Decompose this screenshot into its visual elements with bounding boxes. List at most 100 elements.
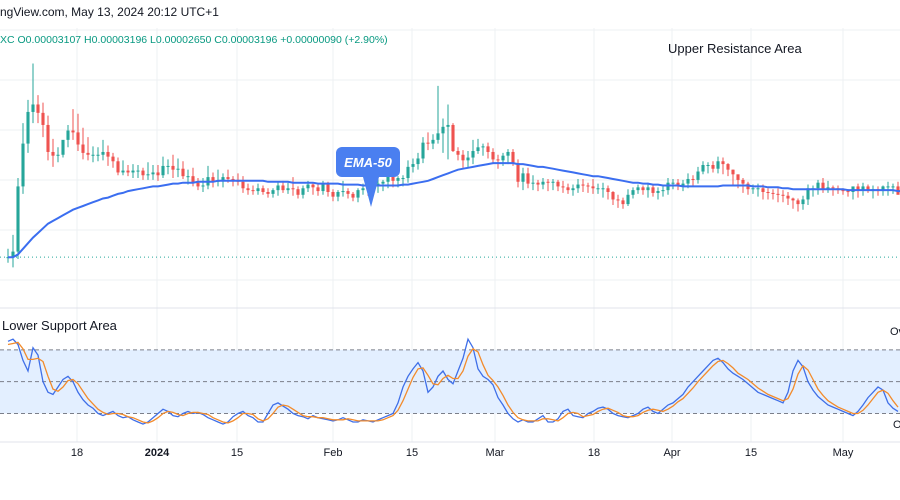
candle-body <box>401 178 405 180</box>
candle-body <box>11 251 15 258</box>
x-tick-label: 18 <box>587 447 601 459</box>
candle-body <box>561 186 565 188</box>
candle-body <box>816 182 820 189</box>
candle-body <box>436 133 440 140</box>
candle-body <box>291 188 295 190</box>
candle-body <box>511 151 515 164</box>
candle-body <box>351 193 355 198</box>
candle-body <box>391 176 395 181</box>
candle-body <box>736 174 740 180</box>
candle-body <box>416 158 420 165</box>
x-tick-label: 15 <box>405 447 419 459</box>
candle-body <box>431 139 435 144</box>
candle-body <box>726 164 730 170</box>
candle-body <box>571 188 575 191</box>
candle-body <box>456 151 460 155</box>
candle-body <box>831 187 835 189</box>
candle-body <box>531 182 535 184</box>
candle-body <box>701 165 705 172</box>
candle-body <box>346 191 350 194</box>
candle-body <box>771 192 775 194</box>
candle-body <box>121 170 125 173</box>
candle-body <box>331 192 335 197</box>
stoch-k-line <box>7 337 899 425</box>
candle-body <box>26 111 30 144</box>
candle-body <box>421 142 425 159</box>
candle-body <box>801 199 805 205</box>
candle-body <box>526 173 530 184</box>
candle-body <box>756 188 760 190</box>
candle-body <box>721 161 725 165</box>
candle-body <box>171 165 175 170</box>
candle-body <box>796 200 800 205</box>
candle-body <box>316 187 320 192</box>
candle-body <box>211 177 215 182</box>
candle-body <box>521 173 525 182</box>
stoch-d-line <box>7 341 899 424</box>
x-tick-label: 15 <box>744 447 758 459</box>
candle-body <box>766 192 770 193</box>
osc-lower-level-label: O <box>893 419 900 431</box>
chart-source-header: ngView.com, May 13, 2024 20:12 UTC+1 <box>0 5 219 19</box>
candle-body <box>841 190 845 192</box>
candle-body <box>76 132 80 145</box>
candle-body <box>271 190 275 194</box>
candle-body <box>411 164 415 167</box>
candle-body <box>671 182 675 184</box>
candle-body <box>596 188 600 190</box>
candle-body <box>566 187 570 191</box>
candle-body <box>866 186 870 192</box>
candle-body <box>716 161 720 169</box>
candle-body <box>791 198 795 201</box>
candle-body <box>6 257 10 259</box>
candle-body <box>481 146 485 148</box>
candle-body <box>406 166 410 179</box>
candle-body <box>111 156 115 162</box>
candle-body <box>881 186 885 192</box>
candle-body <box>461 154 465 161</box>
candle-body <box>176 168 180 170</box>
candle-body <box>591 186 595 189</box>
candle-body <box>616 199 620 201</box>
candle-body <box>156 172 160 176</box>
candle-body <box>161 165 165 176</box>
candle-body <box>181 168 185 177</box>
candle-body <box>586 185 590 187</box>
candle-body <box>676 182 680 186</box>
candle-body <box>441 126 445 134</box>
x-tick-label: Apr <box>663 447 681 459</box>
candle-body <box>891 186 895 188</box>
candle-body <box>426 142 430 144</box>
upper-resistance-label: Upper Resistance Area <box>668 41 802 56</box>
candle-body <box>556 181 560 187</box>
candle-body <box>31 104 35 112</box>
candle-body <box>356 190 360 198</box>
candle-body <box>626 194 630 205</box>
x-tick-label: Mar <box>485 447 505 459</box>
candle-body <box>286 188 290 191</box>
candle-body <box>96 154 100 156</box>
candle-body <box>581 184 585 186</box>
candle-body <box>141 170 145 176</box>
ema-50-line <box>8 162 900 259</box>
candle-body <box>256 188 260 192</box>
candle-body <box>471 151 475 158</box>
candle-body <box>786 195 790 199</box>
candle-body <box>706 165 710 166</box>
candle-body <box>86 152 90 155</box>
ema-50-callout: EMA-50 <box>336 147 400 207</box>
candle-body <box>611 192 615 200</box>
candle-body <box>226 177 230 179</box>
candle-body <box>651 187 655 193</box>
candle-body <box>281 185 285 191</box>
x-tick-label: 15 <box>230 447 244 459</box>
candle-body <box>636 187 640 191</box>
x-tick-label: Feb <box>323 447 343 459</box>
candle-body <box>446 124 450 127</box>
candle-body <box>151 172 155 175</box>
candle-body <box>601 188 605 190</box>
candle-body <box>546 181 550 183</box>
candle-body <box>66 130 70 140</box>
osc-upper-level-label: Ov <box>890 326 900 338</box>
